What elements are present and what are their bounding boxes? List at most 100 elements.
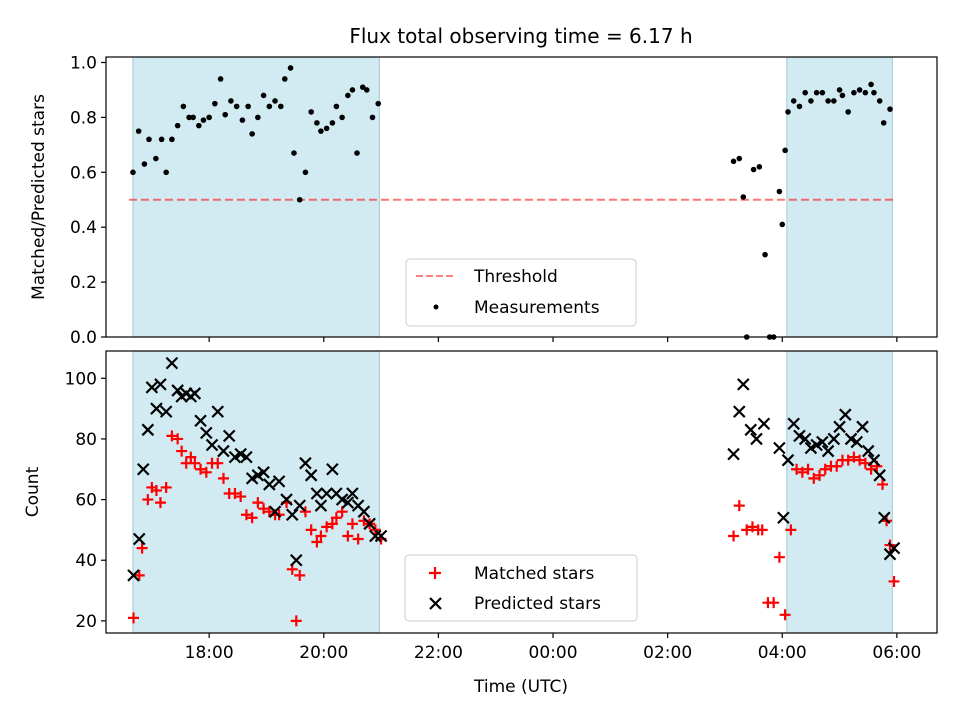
measurement-point bbox=[782, 147, 788, 154]
predicted-star-point bbox=[326, 462, 339, 476]
legend-box bbox=[404, 554, 638, 622]
measurement-point bbox=[813, 89, 820, 96]
measurement-point bbox=[359, 84, 366, 90]
matched-star-point bbox=[859, 457, 871, 469]
y-tick-label: 40 bbox=[75, 551, 97, 571]
predicted-star-point bbox=[867, 453, 881, 467]
measurement-point bbox=[756, 164, 763, 170]
measurement-point bbox=[196, 122, 202, 129]
measurement-point bbox=[876, 98, 883, 104]
y-tick-label: 0.0 bbox=[70, 328, 97, 348]
measurement-point bbox=[266, 103, 273, 110]
measurement-point bbox=[212, 100, 218, 107]
measurement-point bbox=[329, 120, 336, 126]
y-tick-label: 20 bbox=[75, 612, 97, 632]
predicted-star-point bbox=[856, 420, 869, 434]
measurement-point bbox=[314, 120, 320, 126]
predicted-star-point bbox=[839, 408, 852, 421]
predicted-star-point bbox=[171, 384, 184, 397]
matched-star-point bbox=[294, 569, 306, 581]
measurement-point bbox=[291, 150, 297, 156]
predicted-star-point bbox=[268, 505, 282, 518]
measurement-point bbox=[206, 114, 212, 121]
measurement-point bbox=[880, 120, 887, 126]
predicted-star-point bbox=[280, 493, 293, 506]
measurement-point bbox=[836, 87, 843, 93]
predicted-star-point bbox=[304, 469, 318, 482]
predicted-stars-points bbox=[127, 356, 901, 582]
measurement-point bbox=[740, 194, 747, 200]
measurement-point bbox=[776, 188, 783, 195]
predicted-star-point bbox=[285, 508, 299, 522]
matched-star-point bbox=[235, 491, 247, 503]
matched-star-point bbox=[142, 494, 154, 506]
predicted-star-point bbox=[369, 529, 382, 543]
predicted-star-point bbox=[257, 466, 270, 479]
y-tick-label: 0.4 bbox=[70, 218, 97, 238]
measurement-point bbox=[135, 128, 142, 134]
matched-star-point bbox=[246, 512, 258, 524]
matched-star-point bbox=[217, 472, 229, 484]
measurement-point bbox=[169, 136, 175, 143]
measurement-point bbox=[222, 111, 229, 118]
measurement-point bbox=[802, 89, 808, 96]
ratio-x-ticks bbox=[208, 337, 898, 342]
predicted-star-point bbox=[827, 432, 841, 446]
x-tick-label: 20:00 bbox=[299, 643, 348, 663]
count-panel-frame bbox=[105, 350, 938, 634]
matched-star-point bbox=[326, 518, 338, 530]
matched-star-point bbox=[185, 451, 197, 463]
measurement-point bbox=[785, 109, 791, 115]
measurement-point bbox=[146, 136, 152, 143]
measurement-point bbox=[272, 98, 278, 104]
matched-star-point bbox=[252, 497, 264, 509]
predicted-star-point bbox=[374, 529, 388, 543]
predicted-star-point bbox=[883, 547, 897, 561]
measurement-point bbox=[762, 251, 768, 258]
matched-star-point bbox=[315, 530, 327, 542]
measurement-point bbox=[871, 89, 877, 96]
measurement-point bbox=[323, 125, 330, 132]
matched-star-point bbox=[299, 506, 311, 518]
predicted-star-point bbox=[816, 435, 829, 449]
matched-star-point bbox=[814, 469, 826, 481]
predicted-star-point bbox=[188, 387, 202, 400]
matched-star-point bbox=[802, 463, 814, 475]
matched-star-point bbox=[808, 472, 820, 484]
measurement-point bbox=[819, 89, 826, 96]
measurement-point bbox=[200, 117, 207, 123]
measurement-point bbox=[282, 76, 288, 82]
matched-star-point bbox=[195, 463, 207, 475]
predicted-star-point bbox=[127, 569, 140, 582]
predicted-star-point bbox=[240, 450, 253, 464]
matched-star-point bbox=[263, 506, 275, 518]
predicted-star-point bbox=[200, 426, 213, 440]
measurement-point bbox=[130, 169, 136, 176]
ratio-y-axis-label: Matched/Predicted stars bbox=[29, 94, 49, 300]
matched-star-point bbox=[229, 488, 241, 500]
measurement-point bbox=[339, 114, 345, 121]
predicted-star-point bbox=[357, 505, 371, 518]
predicted-star-point bbox=[833, 420, 846, 434]
matched-star-point bbox=[154, 497, 166, 509]
predicted-star-point bbox=[159, 405, 173, 418]
x-tick-label: 18:00 bbox=[185, 643, 234, 663]
count-y-axis-label: Count bbox=[23, 466, 43, 517]
matched-star-point bbox=[176, 445, 188, 457]
legend-predicted-label: Predicted stars bbox=[474, 594, 601, 614]
measurement-point bbox=[141, 161, 148, 167]
predicted-star-point bbox=[750, 432, 763, 446]
measurement-point bbox=[856, 87, 863, 93]
y-tick-label: 100 bbox=[65, 369, 97, 389]
predicted-star-point bbox=[363, 517, 376, 531]
measurement-point bbox=[260, 92, 267, 99]
measurement-point bbox=[868, 81, 874, 88]
measurement-point bbox=[845, 109, 851, 115]
measurement-point bbox=[245, 103, 251, 110]
matched-star-point bbox=[346, 518, 358, 530]
time-x-ticks: 18:00 20:00 22:00 00:00 02:00 04:00 06:00 bbox=[185, 633, 921, 663]
predicted-star-point bbox=[205, 438, 219, 452]
predicted-star-point bbox=[737, 378, 750, 391]
y-tick-label: 0.2 bbox=[70, 273, 97, 293]
ratio-panel-frame bbox=[105, 56, 938, 338]
